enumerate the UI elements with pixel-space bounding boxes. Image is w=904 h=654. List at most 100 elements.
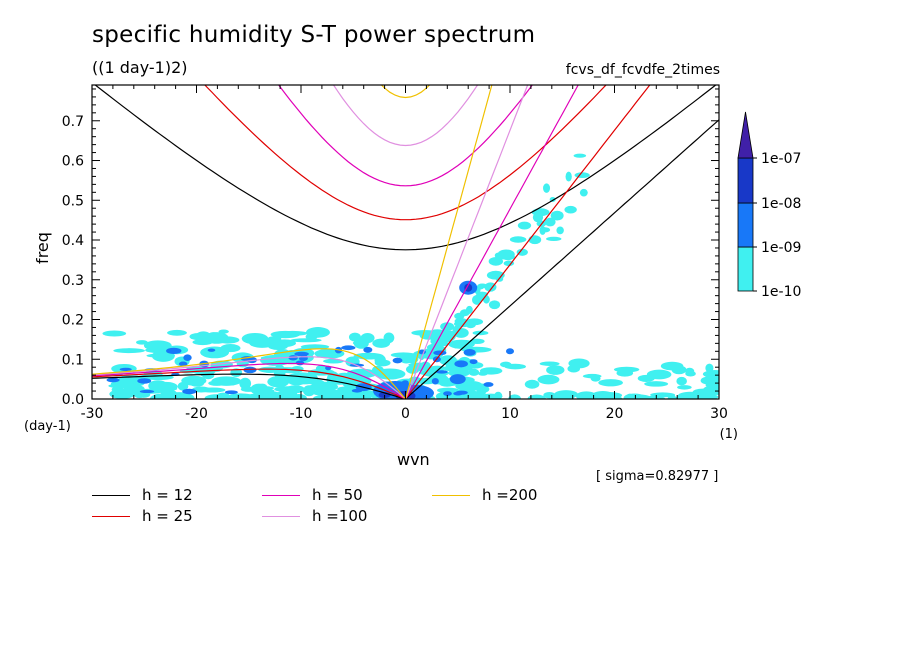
shade-blob bbox=[374, 368, 406, 380]
shade-blob bbox=[110, 380, 134, 388]
legend-label: h = 25 bbox=[142, 507, 193, 525]
shade-blob bbox=[625, 393, 635, 399]
shade-blob bbox=[177, 381, 189, 391]
shade-blob bbox=[677, 385, 692, 390]
shade-blob bbox=[598, 379, 623, 387]
shade-blob bbox=[357, 394, 372, 399]
x-axis-unit: (1) bbox=[720, 427, 738, 442]
shade-blob bbox=[479, 393, 503, 399]
shade-blob bbox=[189, 332, 208, 341]
colorbar-label: 1e-07 bbox=[761, 151, 801, 167]
shade-blob bbox=[274, 386, 302, 393]
colorbar-extend-arrow bbox=[737, 111, 754, 159]
shade-blob bbox=[272, 341, 293, 347]
y-tick-label: 0.1 bbox=[62, 352, 84, 368]
shade-blob bbox=[488, 300, 501, 310]
shade-blob bbox=[454, 318, 468, 325]
shade-blob bbox=[537, 374, 560, 385]
shade-blob bbox=[460, 309, 470, 317]
shade-blob bbox=[546, 365, 565, 375]
shade-blob bbox=[160, 389, 177, 398]
shade-blob bbox=[205, 332, 226, 338]
shade-blob bbox=[549, 393, 566, 399]
shade-blob bbox=[152, 386, 178, 392]
x-tick-label: 30 bbox=[710, 406, 728, 422]
shade-blob bbox=[228, 393, 254, 399]
colorbar-label: 1e-10 bbox=[761, 284, 801, 300]
shade-blob bbox=[249, 338, 276, 348]
gravity-wave-curve bbox=[204, 85, 607, 221]
shade-blob bbox=[479, 367, 503, 375]
shade-blob bbox=[143, 340, 172, 351]
shade-blob bbox=[494, 252, 502, 259]
legend-label: h = 50 bbox=[312, 486, 363, 504]
shade-blob bbox=[482, 295, 490, 304]
shade-blob bbox=[484, 282, 497, 292]
y-axis-unit: (day-1) bbox=[24, 419, 71, 434]
shade-blob bbox=[431, 377, 439, 385]
shade-blob bbox=[363, 346, 373, 353]
shade-blob bbox=[579, 188, 588, 197]
x-tick-label: 20 bbox=[606, 406, 624, 422]
shade-blob bbox=[463, 349, 476, 356]
legend-item: h = 25 bbox=[92, 507, 193, 525]
shade-blob bbox=[528, 235, 542, 245]
shade-blob bbox=[437, 338, 446, 347]
shade-blob bbox=[451, 394, 474, 399]
x-axis-label: wvn bbox=[397, 450, 430, 469]
kelvin-curve bbox=[405, 85, 651, 399]
shade-blob bbox=[454, 360, 468, 368]
shade-blob bbox=[685, 371, 696, 377]
shade-blob bbox=[468, 368, 480, 376]
shade-blob bbox=[660, 361, 684, 371]
shade-blob bbox=[383, 332, 395, 344]
shade-blob bbox=[524, 379, 540, 389]
shade-blob bbox=[268, 391, 281, 399]
shade-blob bbox=[455, 390, 468, 395]
shade-blob bbox=[516, 248, 528, 256]
shade-blob bbox=[568, 358, 590, 369]
shade-blob bbox=[189, 380, 205, 387]
x-tick-label: -10 bbox=[290, 406, 313, 422]
shade-blob bbox=[488, 257, 504, 266]
shade-blob bbox=[531, 208, 550, 217]
shade-blob bbox=[544, 217, 556, 227]
gravity-wave-curve bbox=[332, 85, 479, 147]
legend-swatch bbox=[92, 494, 130, 496]
shade-blob bbox=[650, 370, 660, 379]
legend-item: h =100 bbox=[262, 507, 367, 525]
shade-blob bbox=[360, 332, 375, 344]
shade-blob bbox=[113, 348, 146, 354]
shade-blob bbox=[183, 354, 192, 362]
kelvin-curve bbox=[404, 85, 579, 399]
shade-blob bbox=[508, 394, 521, 399]
gravity-wave-curve bbox=[94, 85, 717, 251]
shade-blob bbox=[243, 366, 257, 374]
shade-blob bbox=[501, 253, 515, 261]
shade-blob bbox=[443, 391, 452, 396]
legend-label: h = 12 bbox=[142, 486, 193, 504]
legend-item: h = 12 bbox=[92, 486, 193, 504]
shade-blob bbox=[705, 363, 714, 373]
kelvin-curve bbox=[404, 85, 493, 399]
shade-blob bbox=[527, 394, 546, 399]
shade-blob bbox=[676, 394, 687, 399]
shade-blob bbox=[585, 393, 598, 399]
shade-blob bbox=[167, 329, 187, 336]
shade-blob bbox=[311, 389, 341, 396]
y-tick-label: 0.6 bbox=[62, 154, 84, 170]
shade-blob bbox=[499, 361, 512, 368]
kelvin-curve bbox=[405, 119, 719, 399]
shade-blob bbox=[517, 221, 532, 230]
shade-blob bbox=[449, 374, 466, 385]
shade-blob bbox=[435, 370, 448, 374]
shade-blob bbox=[251, 386, 275, 391]
shade-blob bbox=[111, 386, 125, 393]
shade-blob bbox=[550, 210, 564, 221]
shade-blob bbox=[182, 388, 197, 395]
shade-blob bbox=[676, 376, 687, 386]
shade-blob bbox=[230, 368, 243, 378]
y-tick-label: 0.0 bbox=[62, 392, 84, 408]
shade-blob bbox=[702, 370, 719, 379]
